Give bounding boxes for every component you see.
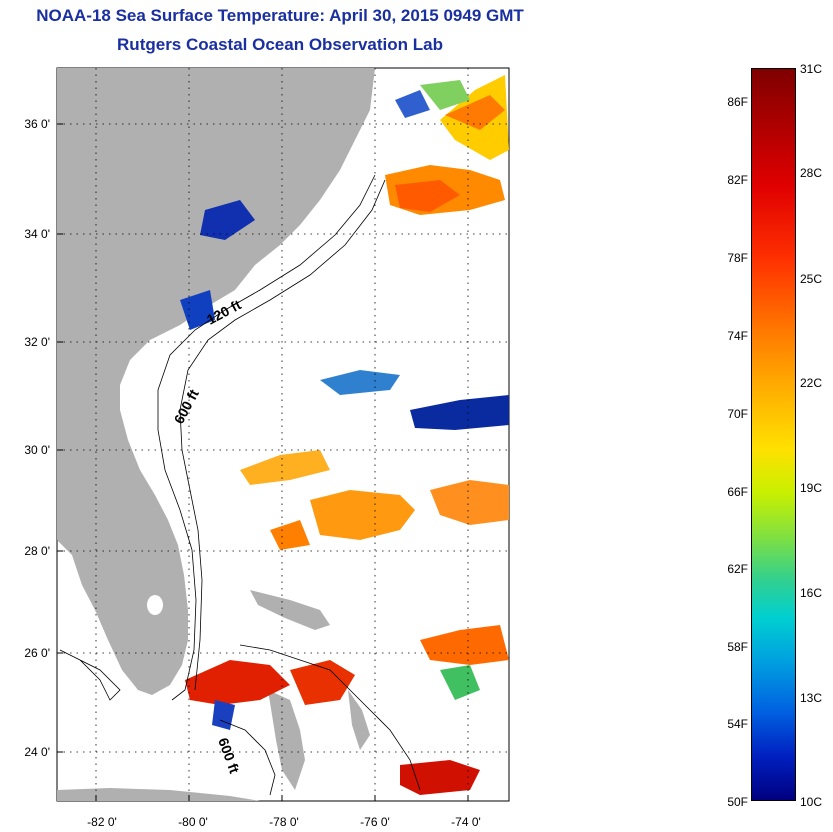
colorbar-f-label: 86F bbox=[727, 95, 748, 109]
lon-label: -76 0' bbox=[360, 815, 390, 829]
colorbar-c-label: 16C bbox=[800, 586, 823, 600]
colorbar-f-label: 78F bbox=[727, 251, 748, 265]
lon-label: -80 0' bbox=[178, 815, 208, 829]
colorbar-c-label: 19C bbox=[800, 481, 823, 495]
land-eleuthera bbox=[348, 690, 370, 750]
colorbar-f-label: 54F bbox=[727, 717, 748, 731]
lat-label: 34 0' bbox=[24, 227, 50, 241]
bathymetry-contours bbox=[59, 174, 421, 796]
colorbar-f-label: 82F bbox=[727, 173, 748, 187]
colorbar-c-label: 31C bbox=[800, 62, 823, 76]
colorbar-c-label: 22C bbox=[800, 376, 823, 390]
temperature-colorbar bbox=[751, 68, 796, 801]
lon-label: -78 0' bbox=[269, 815, 299, 829]
lat-label: 24 0' bbox=[24, 745, 50, 759]
land-bahamas-north bbox=[250, 590, 330, 630]
land-andros bbox=[268, 690, 305, 790]
colorbar-f-label: 70F bbox=[727, 407, 748, 421]
map-ticks bbox=[57, 123, 469, 801]
lat-label: 26 0' bbox=[24, 646, 50, 660]
colorbar-c-label: 13C bbox=[800, 691, 823, 705]
sst-patches bbox=[180, 75, 509, 795]
colorbar-c-label: 25C bbox=[800, 272, 823, 286]
lat-label: 30 0' bbox=[24, 443, 50, 457]
land-southeast-us bbox=[57, 68, 375, 695]
lon-label: -74 0' bbox=[451, 815, 481, 829]
lat-label: 28 0' bbox=[24, 544, 50, 558]
lat-label: 36 0' bbox=[24, 117, 50, 131]
map-subtitle: Rutgers Coastal Ocean Observation Lab bbox=[117, 35, 443, 54]
colorbar-f-label: 66F bbox=[727, 485, 748, 499]
lat-label: 32 0' bbox=[24, 335, 50, 349]
map-title: NOAA-18 Sea Surface Temperature: April 3… bbox=[36, 6, 524, 25]
colorbar-f-label: 62F bbox=[727, 562, 748, 576]
colorbar-f-label: 74F bbox=[727, 329, 748, 343]
land-cuba bbox=[57, 788, 260, 801]
colorbar-f-label: 50F bbox=[727, 795, 748, 809]
colorbar-c-label: 10C bbox=[800, 795, 823, 809]
colorbar-c-label: 28C bbox=[800, 166, 823, 180]
lon-label: -82 0' bbox=[87, 815, 117, 829]
lake-okeechobee bbox=[147, 595, 163, 615]
colorbar-f-label: 58F bbox=[727, 640, 748, 654]
